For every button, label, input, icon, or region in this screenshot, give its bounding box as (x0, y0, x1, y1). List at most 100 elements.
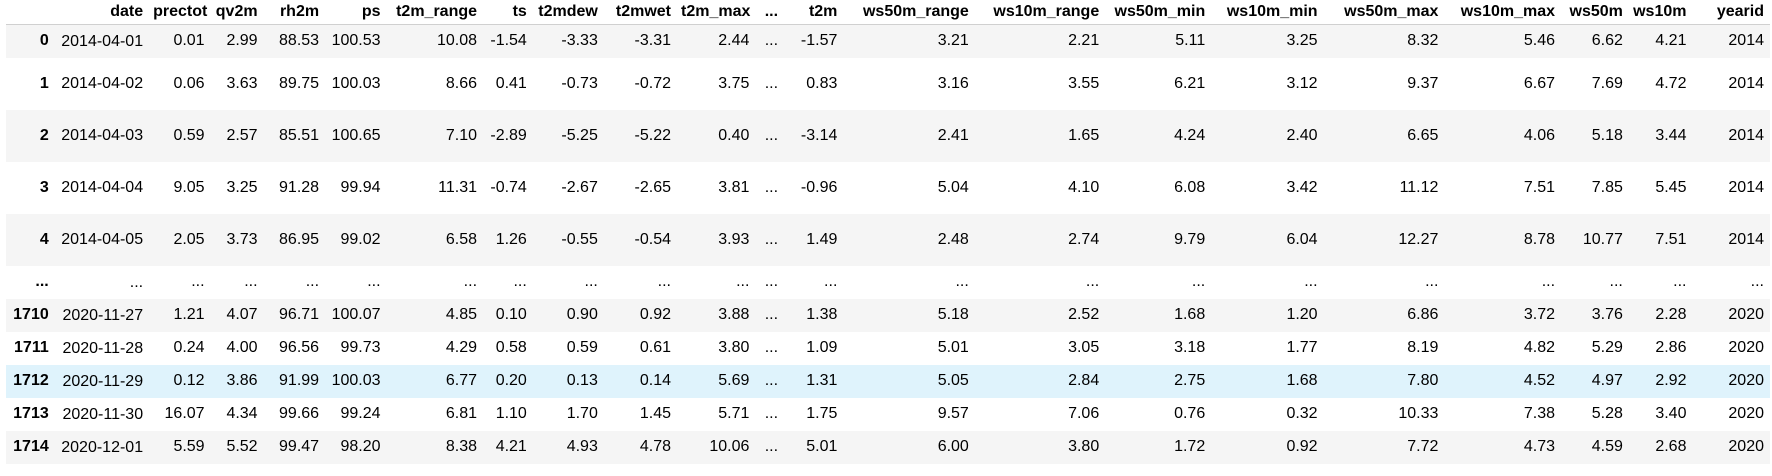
table-cell: ... (955, 273, 969, 290)
table-cell: 3.44 (1655, 126, 1687, 144)
table-cell: ... (764, 273, 779, 290)
column-header: ws50m_min (1105, 0, 1212, 25)
table-cell: ... (1304, 273, 1318, 290)
table-cell: -0.54 (634, 230, 671, 248)
table-cell: 11.31 (438, 178, 478, 196)
row-index: 1 (39, 74, 49, 92)
table-cell: ... (305, 273, 320, 290)
date-cell: 2020-12-01 (61, 438, 144, 456)
date-cell: 2014-04-04 (61, 179, 144, 196)
table-cell: 2014 (1728, 178, 1764, 196)
table-cell: 85.51 (279, 126, 320, 144)
table-cell: 0.59 (566, 339, 598, 356)
table-cell: ... (764, 405, 779, 422)
table-cell: 1.68 (1174, 306, 1206, 323)
table-cell: 5.69 (718, 372, 750, 389)
table-cell: 6.08 (1174, 178, 1206, 196)
table-cell: ... (1673, 273, 1687, 290)
table-cell: 0.40 (718, 126, 750, 144)
table-cell: 1.77 (1286, 339, 1318, 356)
table-cell: 1.75 (806, 405, 838, 422)
table-cell: -0.74 (490, 178, 527, 196)
table-cell: 2.74 (1068, 230, 1100, 248)
table-cell: 7.10 (445, 126, 478, 144)
table-cell: 4.97 (1591, 372, 1623, 389)
table-cell: -3.31 (634, 32, 671, 50)
table-cell: 7.38 (1523, 405, 1556, 422)
table-cell: 0.06 (173, 74, 205, 92)
table-cell: 5.29 (1591, 339, 1623, 356)
table-cell: 2.05 (173, 230, 205, 248)
table-cell: 2014 (1728, 230, 1764, 248)
table-cell: ... (764, 372, 779, 389)
column-header: ws50m (1561, 0, 1629, 25)
table-cell: 16.07 (164, 405, 205, 422)
column-header: t2m (784, 0, 844, 25)
table-body: 0 2014-04-01 0.01 2.99 88.53 100.53 10.08 -1.54… (6, 24, 1770, 464)
table-cell: 100.03 (331, 372, 381, 389)
table-cell: ... (824, 273, 838, 290)
table-cell: 0.12 (173, 372, 205, 389)
table-cell: 3.63 (226, 74, 258, 92)
table-cell: ... (764, 230, 779, 248)
table-cell: 7.85 (1591, 178, 1623, 196)
table-cell: -3.14 (800, 126, 838, 144)
table-cell: 9.37 (1407, 74, 1439, 92)
date-cell: 2020-11-30 (62, 405, 144, 423)
table-cell: 4.72 (1655, 74, 1687, 92)
table-row: 4 2014-04-05 2.05 3.73 86.95 99.02 6.58 1.26 -0.… (6, 213, 1770, 266)
table-cell: 7.80 (1407, 372, 1439, 389)
table-cell: ... (1085, 273, 1100, 290)
date-cell: 2014-04-02 (61, 75, 144, 92)
table-cell: 3.72 (1523, 306, 1556, 323)
table-cell: ... (1425, 273, 1439, 290)
table-cell: 5.46 (1523, 32, 1556, 50)
table-cell: 8.38 (445, 438, 478, 455)
table-cell: -5.22 (634, 126, 671, 144)
column-header: ws50m_max (1323, 0, 1445, 25)
column-header: yearid (1692, 0, 1770, 25)
table-cell: 4.21 (495, 438, 527, 455)
table-cell: 1.10 (495, 405, 527, 422)
table-cell: 91.99 (279, 372, 320, 389)
table-cell: 5.71 (718, 405, 750, 422)
table-cell: 2020 (1728, 372, 1764, 389)
table-cell: 8.78 (1523, 230, 1556, 248)
table-cell: 1.31 (806, 372, 838, 389)
table-cell: 4.93 (566, 438, 598, 455)
table-cell: -2.89 (490, 126, 527, 144)
column-header: ts (483, 0, 533, 25)
table-cell: 3.93 (718, 230, 750, 248)
table-cell: ... (736, 273, 750, 290)
table-cell: 100.07 (331, 306, 381, 323)
table-cell: -0.73 (561, 74, 598, 92)
table-cell: -2.67 (561, 178, 598, 196)
table-cell: ... (244, 273, 258, 290)
table-cell: 5.18 (1591, 126, 1623, 144)
table-cell: 4.21 (1655, 32, 1687, 50)
table-cell: 0.92 (639, 306, 671, 323)
date-cell: 2014-04-01 (61, 32, 144, 50)
date-cell: 2014-04-05 (61, 231, 144, 248)
table-cell: 6.58 (445, 230, 478, 248)
table-cell: 0.58 (495, 339, 527, 356)
table-cell: ... (1609, 273, 1623, 290)
table-cell: 3.12 (1286, 74, 1318, 92)
column-header: ws10m_range (974, 0, 1106, 25)
table-cell: 6.86 (1407, 306, 1439, 323)
table-cell: 2.48 (937, 230, 969, 248)
column-header: ws50m_range (843, 0, 975, 25)
table-cell: 12.27 (1398, 230, 1439, 248)
table-cell: 1.72 (1174, 438, 1206, 455)
table-cell: -3.33 (561, 32, 598, 50)
table-cell: 0.24 (173, 339, 205, 356)
table-cell: 0.14 (639, 372, 671, 389)
table-cell: 1.09 (806, 339, 838, 356)
table-cell: -1.57 (800, 32, 838, 50)
table-cell: 2.68 (1655, 438, 1687, 455)
table-cell: ... (764, 74, 779, 92)
table-cell: -1.54 (490, 32, 527, 50)
table-cell: 7.51 (1523, 178, 1556, 196)
table-row: 1711 2020-11-28 0.24 4.00 96.56 99.73 4.29 0.58… (6, 331, 1770, 365)
table-cell: 0.90 (566, 306, 598, 323)
